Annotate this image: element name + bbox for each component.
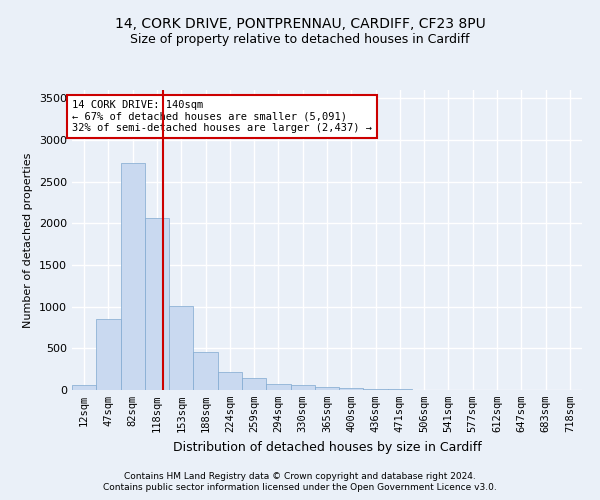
Bar bbox=[242, 378, 266, 390]
Bar bbox=[145, 218, 169, 390]
Text: Contains HM Land Registry data © Crown copyright and database right 2024.: Contains HM Land Registry data © Crown c… bbox=[124, 472, 476, 481]
Text: Size of property relative to detached houses in Cardiff: Size of property relative to detached ho… bbox=[130, 32, 470, 46]
Text: 14 CORK DRIVE: 140sqm
← 67% of detached houses are smaller (5,091)
32% of semi-d: 14 CORK DRIVE: 140sqm ← 67% of detached … bbox=[72, 100, 372, 133]
Text: Contains public sector information licensed under the Open Government Licence v3: Contains public sector information licen… bbox=[103, 484, 497, 492]
Bar bbox=[72, 385, 96, 390]
Text: 14, CORK DRIVE, PONTPRENNAU, CARDIFF, CF23 8PU: 14, CORK DRIVE, PONTPRENNAU, CARDIFF, CF… bbox=[115, 18, 485, 32]
Bar bbox=[193, 352, 218, 390]
Bar bbox=[121, 164, 145, 390]
Bar bbox=[169, 306, 193, 390]
Bar bbox=[218, 372, 242, 390]
Y-axis label: Number of detached properties: Number of detached properties bbox=[23, 152, 34, 328]
Bar bbox=[315, 387, 339, 390]
Bar bbox=[290, 386, 315, 390]
Bar bbox=[266, 384, 290, 390]
X-axis label: Distribution of detached houses by size in Cardiff: Distribution of detached houses by size … bbox=[173, 440, 481, 454]
Bar bbox=[339, 388, 364, 390]
Bar bbox=[364, 389, 388, 390]
Bar bbox=[96, 319, 121, 390]
